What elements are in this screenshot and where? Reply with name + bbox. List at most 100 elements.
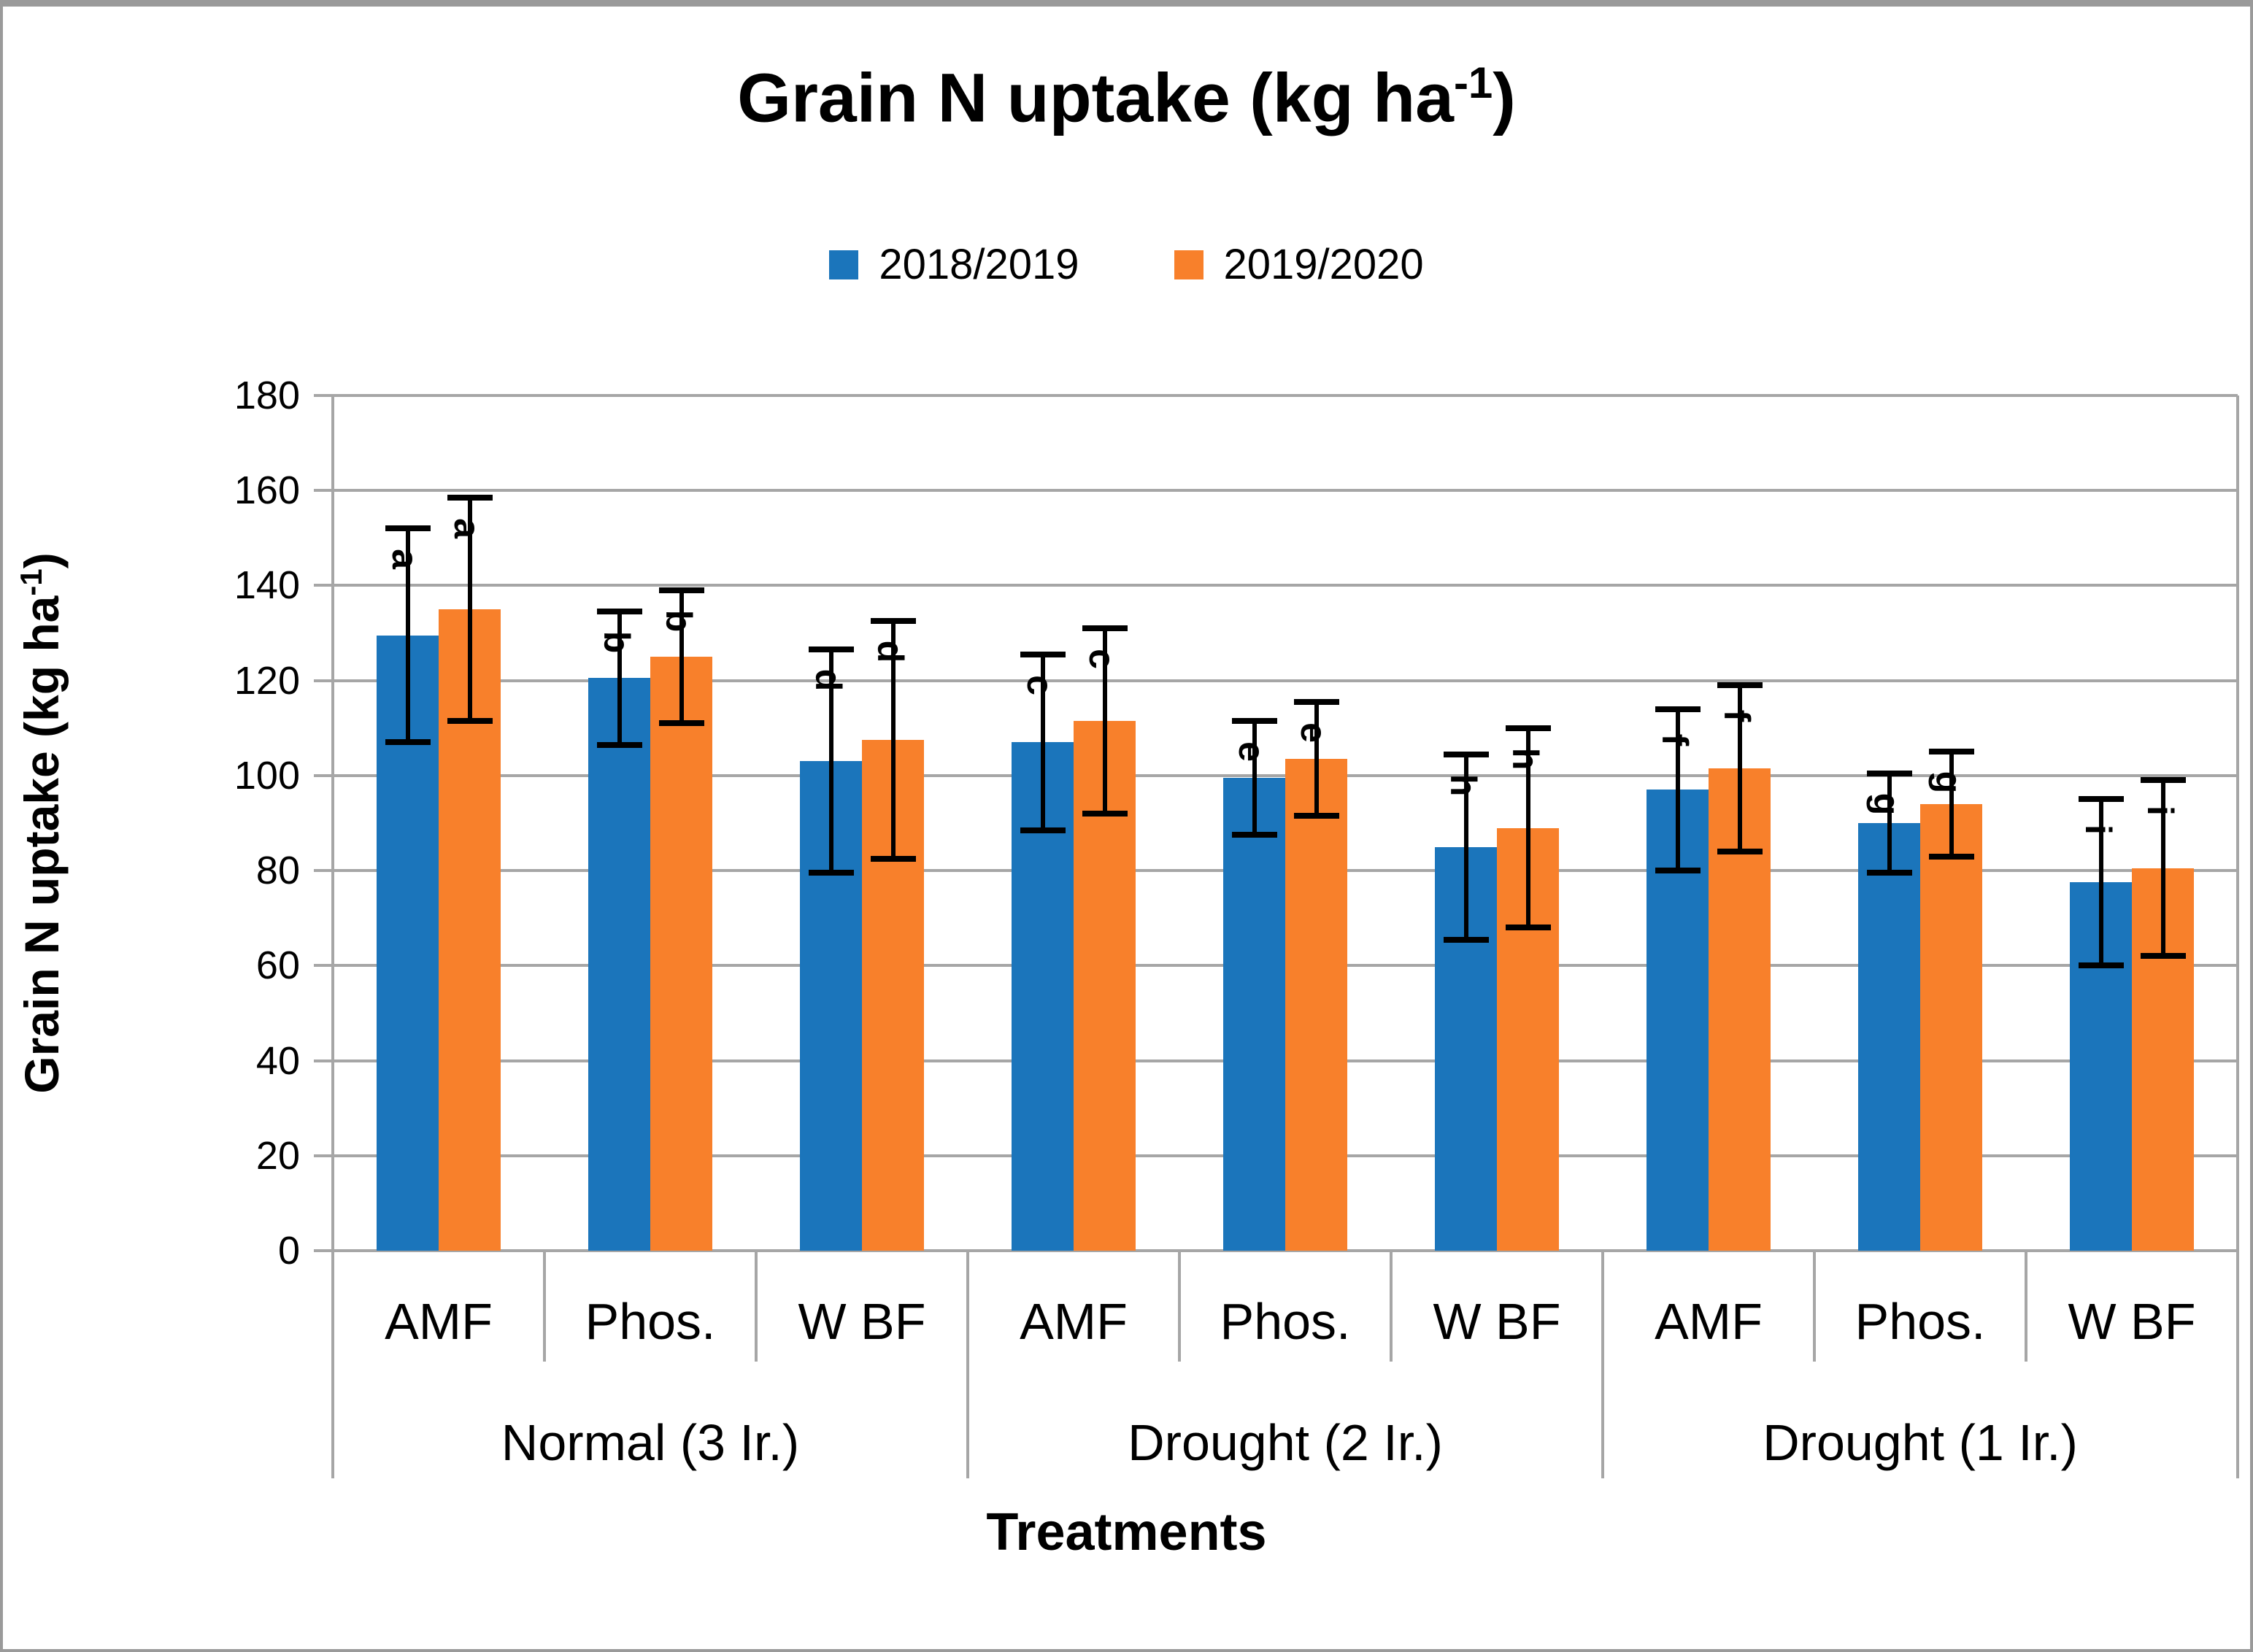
error-bar-cap-bottom — [808, 870, 854, 876]
error-bar-cap-top — [808, 646, 854, 653]
significance-letter: i — [2077, 825, 2119, 835]
significance-letter: d — [869, 640, 911, 663]
bar-2019/2020-Phos.-Normal (3 Ir.) — [650, 657, 712, 1251]
category-label: Phos. — [1220, 1293, 1351, 1350]
legend-swatch-blue-icon — [829, 250, 859, 279]
error-bar-cap-bottom — [1020, 827, 1066, 833]
plot-right-border — [2236, 395, 2239, 1478]
error-bar-cap-top — [1082, 625, 1128, 632]
significance-letter: b — [596, 630, 637, 654]
y-tick-label: 180 — [234, 374, 300, 417]
category-label: W BF — [2068, 1293, 2196, 1350]
category-separator — [1390, 1251, 1393, 1362]
group-separator — [966, 1251, 969, 1478]
y-tick-mark — [314, 489, 333, 493]
category-separator — [543, 1251, 546, 1362]
y-tick-label: 120 — [234, 658, 300, 703]
gridline — [333, 489, 2238, 493]
error-bar-line — [2098, 799, 2103, 966]
error-bar-cap-top — [596, 609, 642, 615]
error-bar-cap-bottom — [1231, 832, 1277, 838]
category-label: AMF — [1020, 1293, 1128, 1350]
gridline — [333, 584, 2238, 587]
error-bar-cap-top — [658, 587, 704, 593]
category-label: Phos. — [1855, 1293, 1986, 1350]
error-bar-line — [1737, 685, 1742, 852]
error-bar-cap-top — [1443, 751, 1489, 757]
y-tick-mark — [314, 584, 333, 587]
error-bar-cap-top — [1231, 718, 1277, 724]
error-bar-cap-top — [1293, 698, 1339, 705]
bar-2018/2019-Phos.-Drought (2 Ir.) — [1223, 778, 1285, 1251]
error-bar-cap-top — [1505, 725, 1551, 731]
plot-left-border — [331, 395, 334, 1478]
error-bar-line — [1314, 701, 1319, 817]
legend-item-2019-2020: 2019/2020 — [1174, 240, 1424, 289]
error-bar-cap-top — [1655, 706, 1701, 712]
significance-letter: e — [1231, 741, 1272, 762]
error-bar-cap-bottom — [1655, 868, 1701, 874]
group-separator — [1601, 1251, 1604, 1478]
y-tick-label: 160 — [234, 468, 300, 513]
error-bar-cap-top — [447, 494, 493, 501]
chart-title-superscript: -1 — [1453, 58, 1493, 107]
bar-2019/2020-Phos.-Drought (2 Ir.) — [1285, 759, 1347, 1251]
legend-swatch-orange-icon — [1174, 250, 1203, 279]
category-label: Phos. — [585, 1293, 716, 1350]
y-tick-mark — [314, 1154, 333, 1157]
bar-2019/2020-Phos.-Drought (1 Ir.) — [1920, 803, 1982, 1251]
error-bar-cap-top — [2140, 777, 2186, 784]
gridline — [333, 394, 2238, 397]
error-bar-cap-bottom — [1717, 849, 1763, 855]
y-tick-mark — [314, 1059, 333, 1062]
y-tick-mark — [314, 964, 333, 968]
significance-letter: f — [1716, 709, 1757, 722]
error-bar-cap-top — [1866, 770, 1912, 776]
group-label: Drought (2 Ir.) — [1128, 1414, 1443, 1471]
chart-title: Grain N uptake (kg ha-1) — [3, 58, 2250, 139]
error-bar-cap-top — [2078, 796, 2124, 803]
significance-letter: c — [1019, 674, 1060, 695]
error-bar-cap-bottom — [1443, 936, 1489, 943]
bar-2018/2019-Phos.-Normal (3 Ir.) — [588, 678, 650, 1251]
category-separator — [1813, 1251, 1816, 1362]
chart-title-close: ) — [1493, 59, 1516, 137]
y-tick-label: 100 — [234, 753, 300, 798]
bar-2018/2019-Phos.-Drought (1 Ir.) — [1858, 823, 1920, 1251]
error-bar-line — [2160, 780, 2165, 957]
error-bar-line — [1463, 754, 1468, 940]
significance-letter: h — [1442, 773, 1484, 796]
y-tick-label: 20 — [255, 1133, 300, 1178]
gridline — [333, 1249, 2238, 1252]
error-bar-line — [1887, 773, 1892, 873]
significance-letter: e — [1293, 722, 1334, 743]
error-bar-cap-bottom — [596, 741, 642, 748]
significance-letter: b — [658, 609, 699, 633]
y-tick-mark — [314, 679, 333, 682]
significance-letter: g — [1865, 792, 1907, 815]
error-bar-cap-bottom — [2078, 962, 2124, 969]
x-axis-title: Treatments — [986, 1503, 1267, 1562]
legend: 2018/2019 2019/2020 — [3, 240, 2250, 289]
significance-letter: d — [807, 669, 849, 692]
y-tick-label: 140 — [234, 563, 300, 608]
category-separator — [2025, 1251, 2027, 1362]
gridline — [333, 679, 2238, 682]
group-label: Drought (1 Ir.) — [1763, 1414, 2078, 1471]
error-bar-cap-bottom — [1505, 925, 1551, 931]
significance-letter: c — [1081, 649, 1122, 669]
y-tick-mark — [314, 869, 333, 873]
error-bar-cap-bottom — [870, 855, 916, 862]
y-tick-label: 60 — [255, 943, 300, 988]
error-bar-cap-top — [870, 618, 916, 625]
legend-label: 2019/2020 — [1223, 241, 1424, 288]
significance-letter: a — [384, 549, 425, 570]
y-tick-label: 40 — [255, 1038, 300, 1083]
significance-letter: f — [1654, 733, 1695, 746]
legend-item-2018-2019: 2018/2019 — [829, 240, 1079, 289]
error-bar-cap-top — [1717, 682, 1763, 689]
error-bar-cap-bottom — [2140, 953, 2186, 960]
error-bar-line — [1040, 654, 1045, 830]
category-separator — [755, 1251, 758, 1362]
y-tick-mark — [314, 1249, 333, 1252]
